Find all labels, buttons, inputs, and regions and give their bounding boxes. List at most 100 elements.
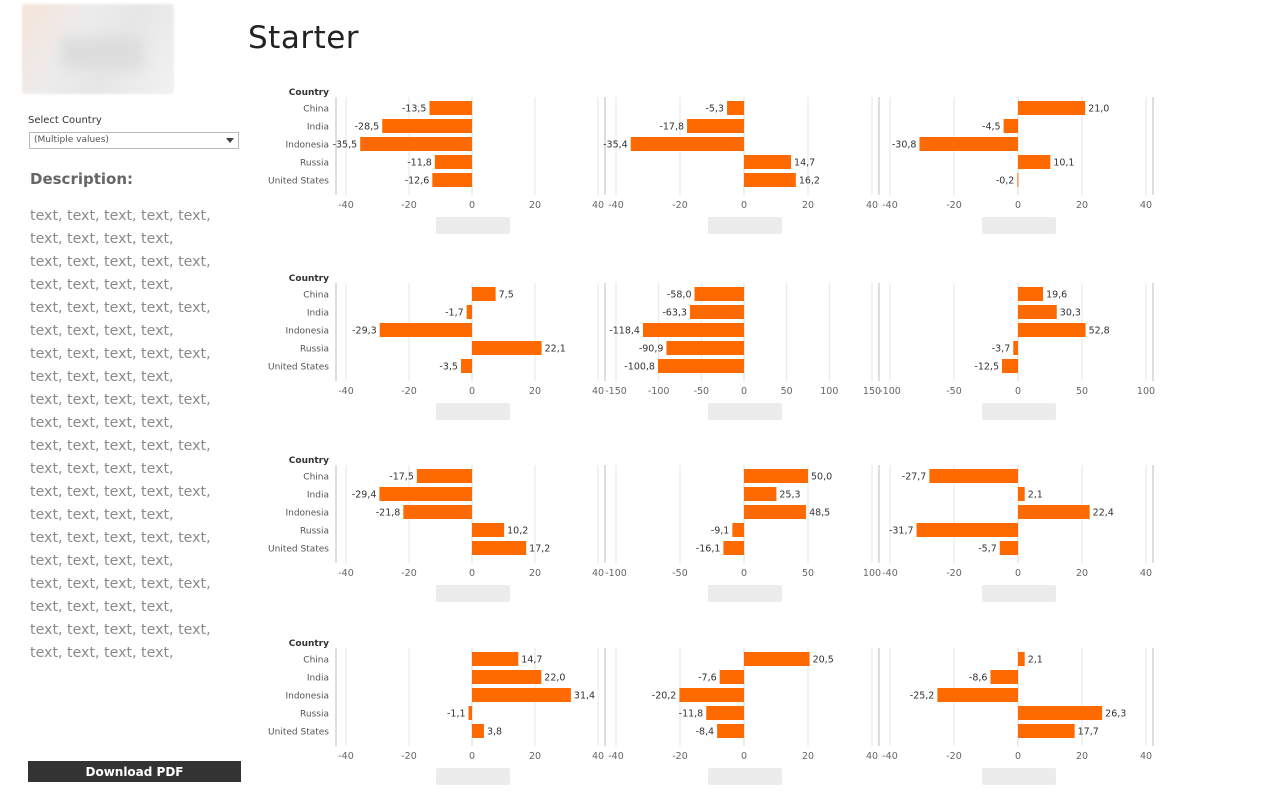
country-select[interactable]: (Multiple values) xyxy=(29,132,239,149)
tick-label: -150 xyxy=(605,386,627,397)
bar xyxy=(706,706,744,720)
data-label: 19,6 xyxy=(1046,290,1067,301)
bar xyxy=(744,652,810,666)
data-label: 31,4 xyxy=(574,691,595,702)
data-label: 52,8 xyxy=(1089,326,1110,337)
bar xyxy=(472,523,505,537)
bar xyxy=(1002,359,1018,373)
tick-label: -20 xyxy=(401,200,417,211)
tick-label: 50 xyxy=(781,386,793,397)
bar xyxy=(929,469,1018,483)
description-line: text, text, text, text, text, xyxy=(30,438,211,454)
description-line: text, text, text, text, text, xyxy=(30,254,211,270)
bar xyxy=(466,305,472,319)
axis-title-placeholder xyxy=(982,768,1056,785)
filter-label: Select Country xyxy=(28,115,102,126)
data-label: 21,0 xyxy=(1088,104,1109,115)
data-label: -58,0 xyxy=(667,290,692,301)
data-label: -17,8 xyxy=(659,122,684,133)
data-label: 30,3 xyxy=(1060,308,1081,319)
bar xyxy=(732,523,744,537)
tick-label: -100 xyxy=(879,386,901,397)
description-line: text, text, text, text, xyxy=(30,553,174,569)
data-label: 20,5 xyxy=(813,655,834,666)
bar xyxy=(472,652,519,666)
data-label: -0,2 xyxy=(996,176,1015,187)
bar xyxy=(472,670,542,684)
axis-title-placeholder xyxy=(982,217,1056,234)
data-label: -25,2 xyxy=(910,691,935,702)
tick-label: -40 xyxy=(338,386,354,397)
tick-label: 100 xyxy=(863,568,881,579)
bar xyxy=(919,137,1018,151)
data-label: -63,3 xyxy=(662,308,687,319)
bar xyxy=(723,541,744,555)
bar xyxy=(360,137,472,151)
download-pdf-button[interactable]: Download PDF xyxy=(28,761,241,782)
bar xyxy=(744,155,792,169)
data-label: 25,3 xyxy=(779,490,800,501)
tick-label: 0 xyxy=(469,200,475,211)
tick-label: 40 xyxy=(866,751,878,762)
bar xyxy=(1017,173,1019,187)
tick-label: 20 xyxy=(802,200,814,211)
bar xyxy=(472,541,527,555)
axis-title-placeholder xyxy=(436,217,510,234)
tick-label: 40 xyxy=(592,751,604,762)
bar xyxy=(642,323,744,337)
chevron-down-icon[interactable] xyxy=(226,138,234,143)
axis-title-placeholder xyxy=(436,768,510,785)
tick-label: 0 xyxy=(1015,751,1021,762)
data-label: -7,6 xyxy=(698,673,717,684)
description-line: text, text, text, text, xyxy=(30,415,174,431)
bar xyxy=(434,155,472,169)
bar xyxy=(657,359,744,373)
bar xyxy=(472,688,571,702)
axis-title-placeholder xyxy=(982,585,1056,602)
tick-label: 20 xyxy=(529,751,541,762)
bar xyxy=(460,359,472,373)
tick-label: 0 xyxy=(1015,568,1021,579)
description-line: text, text, text, text, xyxy=(30,461,174,477)
tick-label: -20 xyxy=(946,751,962,762)
tick-label: -50 xyxy=(672,568,688,579)
bar xyxy=(916,523,1018,537)
data-label: 22,0 xyxy=(544,673,565,684)
description-line: text, text, text, text, text, xyxy=(30,622,211,638)
bar xyxy=(468,706,472,720)
tick-label: -100 xyxy=(605,568,627,579)
tick-label: 0 xyxy=(469,568,475,579)
category-label: United States xyxy=(268,177,329,187)
tick-label: 100 xyxy=(820,386,838,397)
bar xyxy=(379,487,472,501)
data-label: -118,4 xyxy=(609,326,640,337)
category-label: China xyxy=(303,656,329,666)
tick-label: 40 xyxy=(592,200,604,211)
data-label: -1,7 xyxy=(445,308,464,319)
tick-label: 50 xyxy=(802,568,814,579)
data-label: -17,5 xyxy=(389,472,414,483)
data-label: 22,1 xyxy=(545,344,566,355)
data-label: 26,3 xyxy=(1105,709,1126,720)
bar xyxy=(1003,119,1018,133)
data-label: -16,1 xyxy=(696,544,721,555)
tick-label: 0 xyxy=(741,751,747,762)
description-line: text, text, text, text, text, xyxy=(30,346,211,362)
category-label: Indonesia xyxy=(285,692,329,702)
data-label: -3,5 xyxy=(439,362,458,373)
description-line: text, text, text, text, xyxy=(30,277,174,293)
data-label: -8,4 xyxy=(696,727,715,738)
data-label: 2,1 xyxy=(1028,655,1043,666)
tick-label: 0 xyxy=(741,200,747,211)
description-line: text, text, text, text, text, xyxy=(30,300,211,316)
data-label: -29,3 xyxy=(352,326,377,337)
tick-label: -20 xyxy=(672,751,688,762)
row-header: Country xyxy=(289,639,329,649)
bar xyxy=(727,101,744,115)
tick-label: -40 xyxy=(338,751,354,762)
data-label: -30,8 xyxy=(892,140,917,151)
bar xyxy=(937,688,1018,702)
data-label: -21,8 xyxy=(376,508,401,519)
tick-label: -40 xyxy=(608,200,624,211)
